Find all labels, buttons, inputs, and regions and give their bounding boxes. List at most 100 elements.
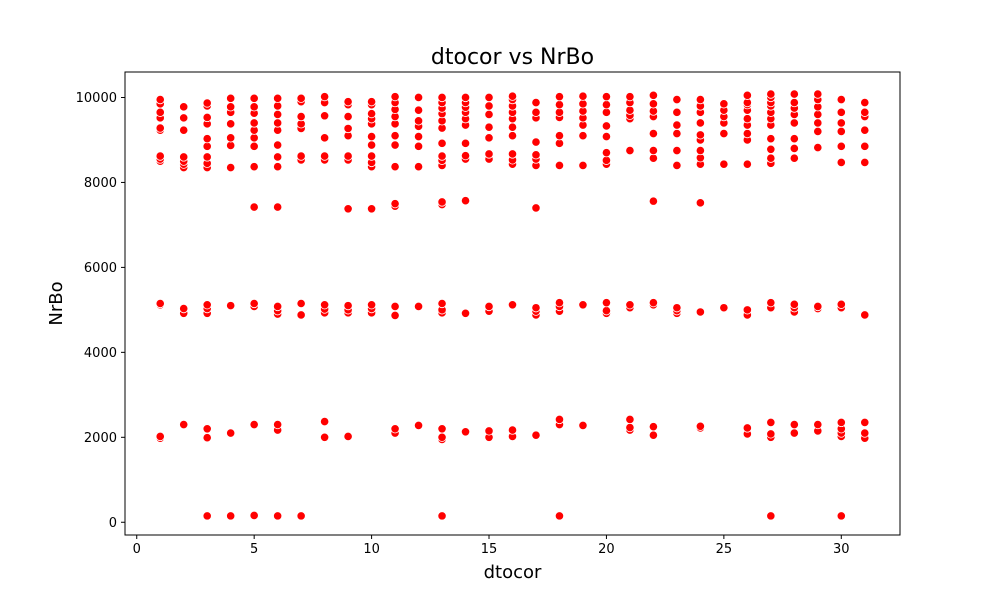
data-point: [860, 157, 870, 168]
data-point: [789, 299, 799, 309]
data-point: [742, 305, 752, 315]
data-point: [648, 298, 659, 308]
data-point: [413, 92, 424, 103]
data-point: [836, 417, 846, 428]
data-point: [437, 197, 447, 207]
x-tick-label: 5: [250, 542, 258, 557]
data-point: [601, 92, 612, 102]
data-point: [578, 420, 588, 431]
data-point: [343, 151, 353, 161]
data-point: [507, 149, 518, 159]
data-point: [648, 128, 659, 139]
data-point: [460, 196, 471, 206]
data-point: [390, 310, 400, 320]
data-point: [202, 141, 212, 151]
data-point: [695, 421, 705, 431]
data-point: [179, 152, 189, 162]
data-point: [484, 133, 494, 143]
data-point: [766, 417, 776, 428]
data-point: [484, 149, 494, 159]
data-point: [179, 419, 189, 430]
data-point: [155, 151, 165, 161]
data-point: [719, 303, 729, 313]
data-point: [719, 159, 729, 169]
data-point: [742, 90, 752, 100]
data-point: [578, 300, 588, 310]
data-point: [179, 113, 189, 123]
x-axis-label: dtocor: [484, 562, 542, 583]
data-point: [554, 131, 565, 141]
x-tick-label: 25: [716, 542, 733, 557]
data-point: [390, 199, 400, 209]
data-point: [766, 153, 776, 163]
data-point: [413, 141, 424, 151]
data-point: [766, 134, 776, 144]
data-point: [273, 511, 283, 521]
data-point: [413, 116, 424, 126]
data-point: [155, 298, 165, 309]
data-point: [390, 162, 400, 172]
data-point: [695, 95, 705, 105]
data-point: [648, 430, 659, 440]
data-point: [437, 151, 447, 161]
data-point: [789, 419, 799, 430]
data-point: [813, 118, 823, 128]
y-axis-label: NrBo: [46, 281, 67, 325]
data-point: [460, 308, 471, 318]
data-point: [672, 303, 682, 313]
data-point: [789, 89, 799, 99]
data-point: [860, 310, 870, 320]
data-point: [249, 118, 259, 128]
data-point: [742, 114, 752, 124]
data-point: [554, 92, 565, 102]
data-point: [507, 131, 518, 141]
x-tick-label: 15: [481, 542, 498, 557]
data-point: [789, 97, 799, 108]
data-point: [273, 140, 283, 150]
data-point: [836, 118, 846, 128]
data-point: [578, 160, 588, 171]
data-point: [860, 107, 870, 117]
data-point: [320, 300, 330, 310]
data-point: [836, 157, 846, 168]
data-point: [413, 131, 424, 142]
data-point: [554, 100, 565, 110]
data-point: [484, 101, 494, 111]
data-point: [202, 511, 212, 521]
data-point: [390, 140, 400, 150]
data-point: [766, 511, 776, 521]
data-point: [836, 95, 846, 105]
data-point: [343, 301, 353, 311]
data-point: [413, 301, 424, 312]
data-point: [273, 162, 283, 172]
data-point: [296, 298, 306, 309]
data-point: [179, 102, 189, 112]
data-point: [742, 159, 752, 169]
data-point: [202, 134, 212, 144]
data-point: [813, 301, 823, 312]
data-point: [413, 420, 424, 431]
data-point: [249, 298, 259, 309]
data-point: [625, 105, 635, 115]
data-point: [695, 130, 705, 140]
data-point: [460, 151, 471, 161]
data-point: [719, 99, 729, 109]
data-point: [860, 97, 870, 108]
data-point: [343, 112, 353, 122]
data-point: [155, 123, 165, 133]
data-point: [507, 91, 518, 101]
data-point: [766, 298, 776, 308]
data-point: [813, 89, 823, 99]
data-point: [296, 151, 306, 161]
data-point: [296, 112, 306, 122]
data-point: [625, 92, 635, 102]
x-tick-label: 30: [833, 542, 850, 557]
data-point: [531, 137, 541, 147]
data-point: [155, 107, 165, 117]
y-tick-label: 10000: [76, 91, 117, 106]
data-point: [531, 97, 541, 108]
data-point: [437, 511, 447, 521]
data-point: [648, 99, 659, 109]
chart-title: dtocor vs NrBo: [431, 45, 594, 70]
